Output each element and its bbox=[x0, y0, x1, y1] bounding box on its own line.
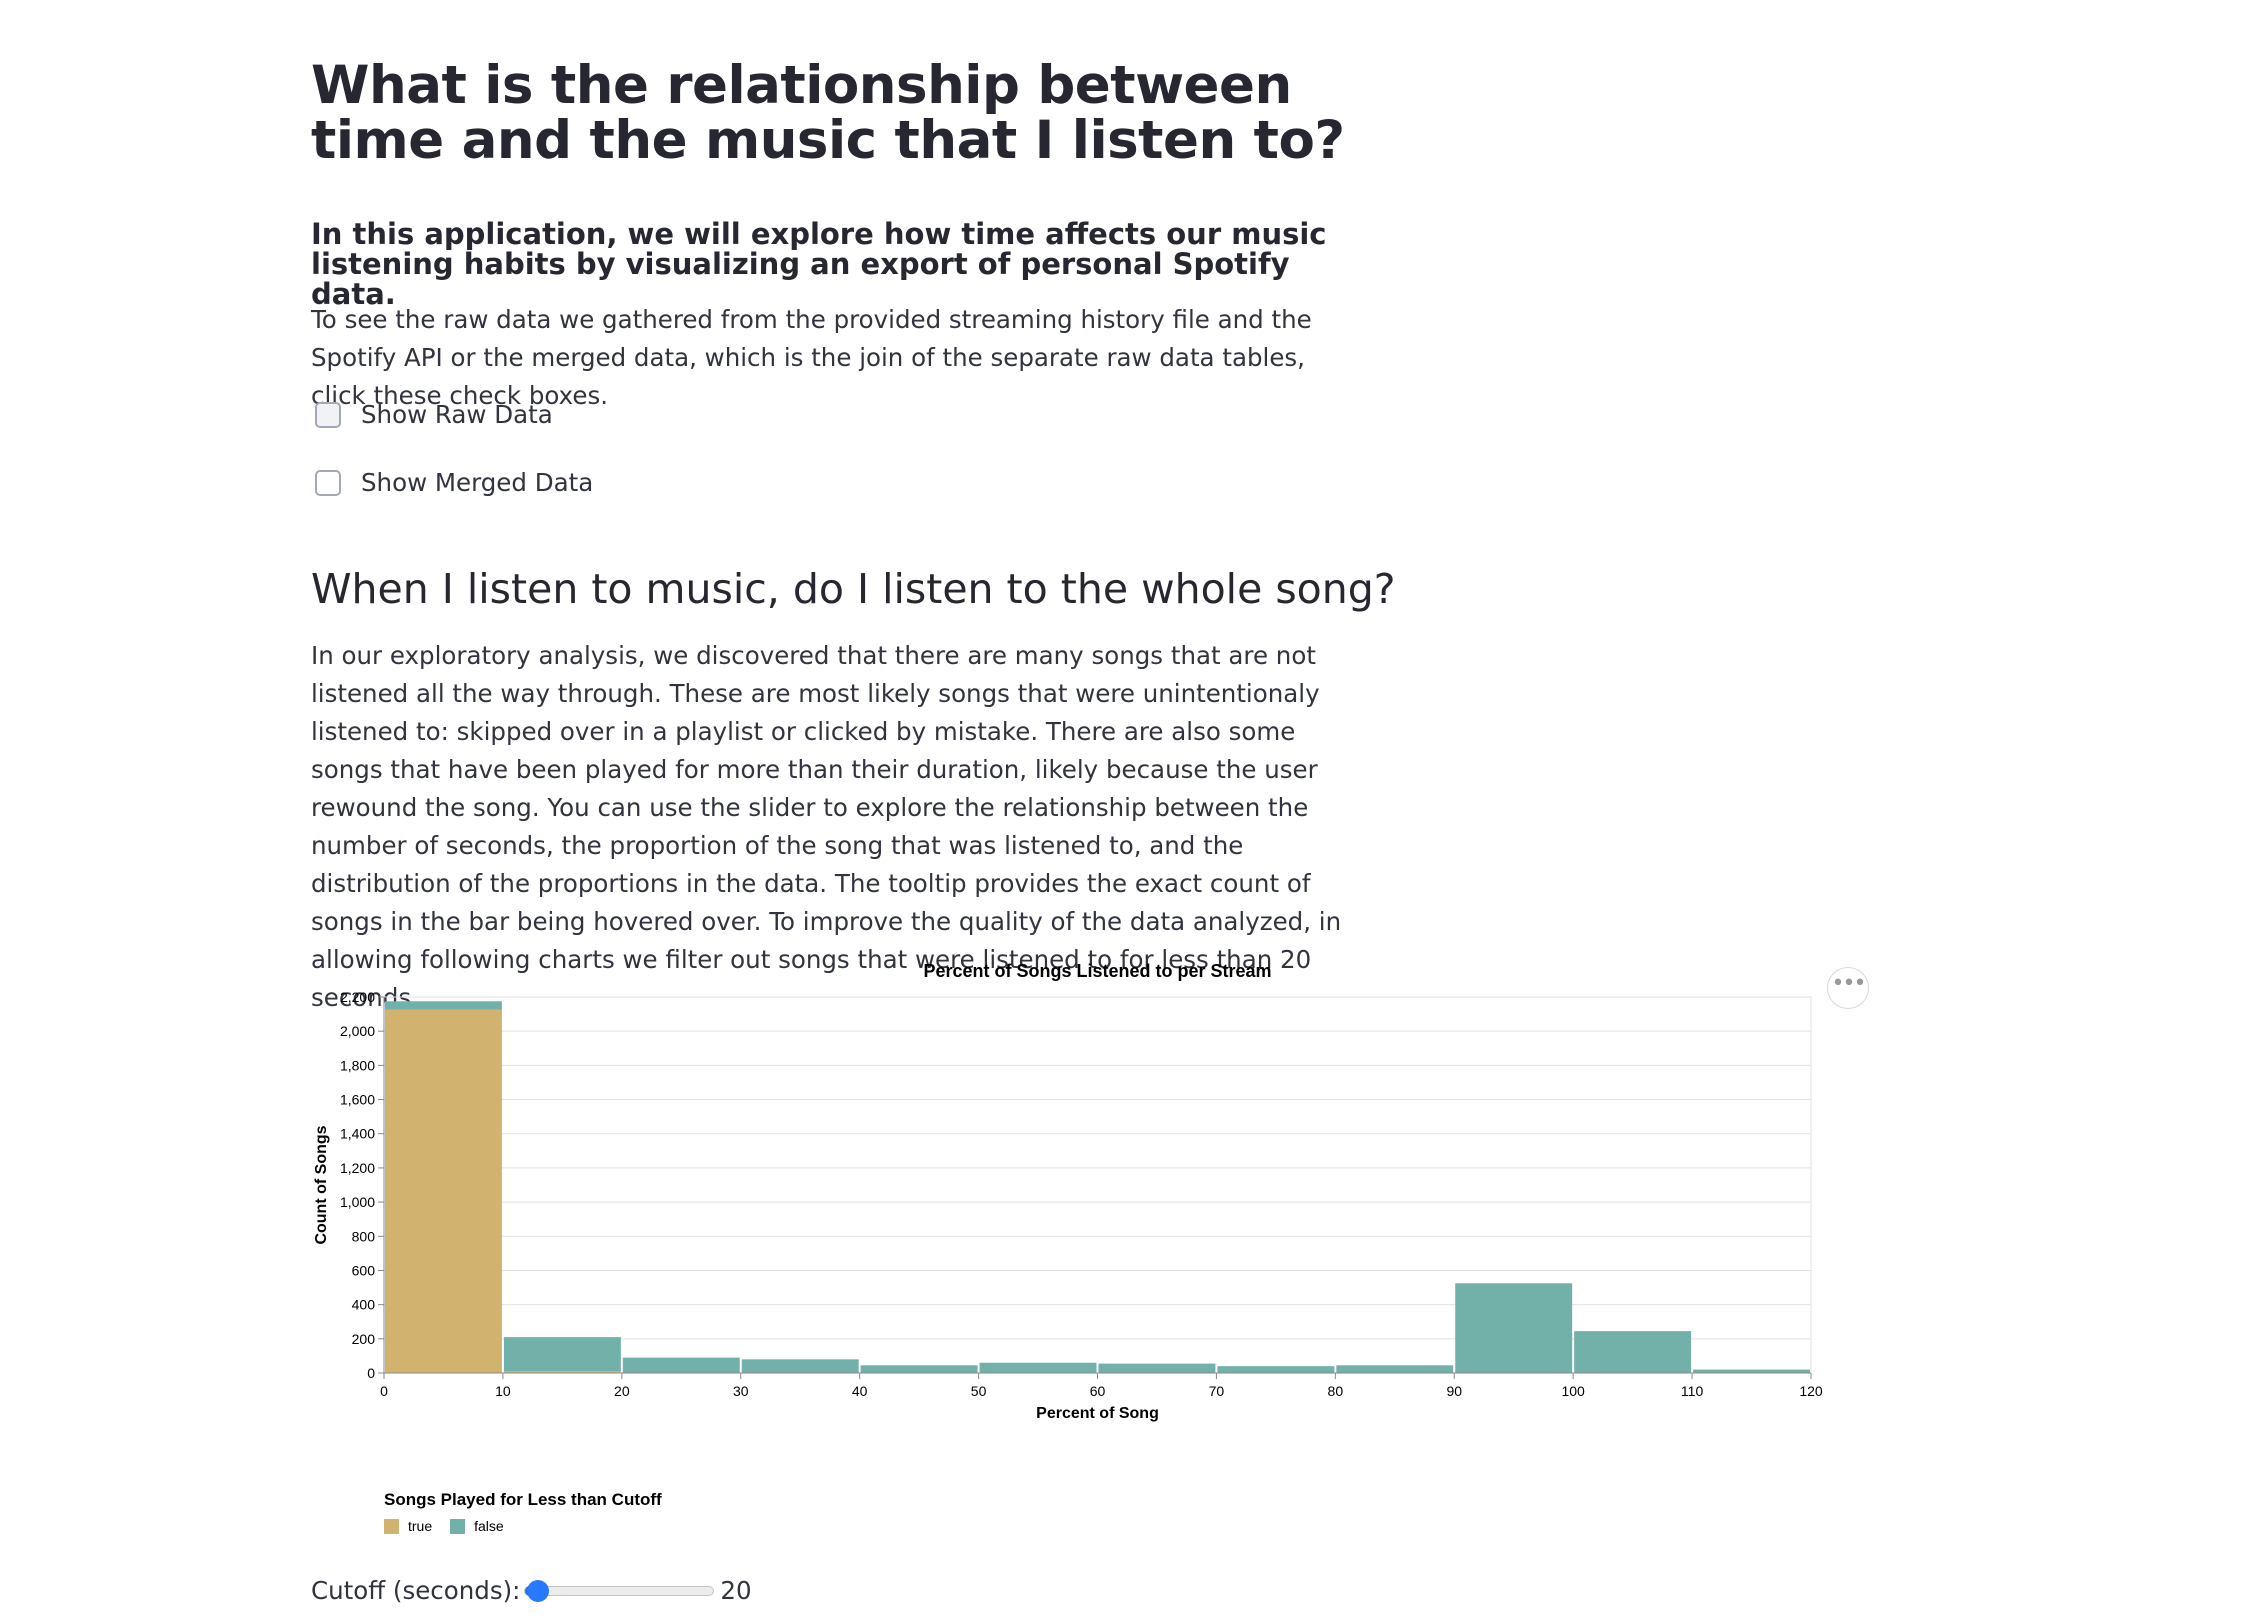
cutoff-slider-thumb[interactable] bbox=[527, 1579, 550, 1602]
chart-legend: Songs Played for Less than Cutoff true f… bbox=[384, 1490, 662, 1534]
bar-false-80-90[interactable] bbox=[1336, 1365, 1454, 1373]
x-tick-label: 70 bbox=[1209, 1383, 1225, 1399]
y-axis-label: Count of Songs bbox=[313, 1125, 330, 1244]
legend-label-false: false bbox=[474, 1518, 504, 1534]
bar-false-110-120[interactable] bbox=[1693, 1369, 1810, 1373]
x-tick-label: 60 bbox=[1090, 1383, 1106, 1399]
ellipsis-icon: ••• bbox=[1831, 971, 1867, 996]
bar-false-50-60[interactable] bbox=[979, 1362, 1097, 1373]
x-axis-label: Percent of Song bbox=[1036, 1405, 1159, 1422]
cutoff-slider-label: Cutoff (seconds): bbox=[311, 1576, 521, 1605]
legend-item-true[interactable]: true bbox=[384, 1518, 432, 1534]
y-tick-label: 1,200 bbox=[340, 1160, 375, 1176]
bar-false-40-50[interactable] bbox=[860, 1365, 978, 1373]
y-tick-label: 800 bbox=[352, 1228, 376, 1244]
y-tick-label: 1,800 bbox=[340, 1057, 375, 1073]
show-raw-data-label: Show Raw Data bbox=[361, 400, 553, 429]
section-heading: When I listen to music, do I listen to t… bbox=[311, 565, 1396, 613]
show-merged-data-checkbox-row[interactable]: Show Merged Data bbox=[315, 468, 593, 497]
x-tick-label: 50 bbox=[971, 1383, 987, 1399]
histogram-chart[interactable]: 02004006008001,0001,2001,4001,6001,8002,… bbox=[300, 955, 1880, 1555]
show-raw-data-checkbox[interactable] bbox=[315, 401, 341, 428]
y-tick-label: 2,200 bbox=[340, 989, 375, 1005]
chart-menu-button[interactable]: ••• bbox=[1827, 967, 1869, 1009]
y-tick-label: 600 bbox=[352, 1262, 376, 1278]
x-tick-label: 110 bbox=[1681, 1383, 1704, 1399]
cutoff-slider-row: Cutoff (seconds): 20 bbox=[311, 1576, 752, 1605]
show-merged-data-checkbox[interactable] bbox=[315, 469, 341, 496]
cutoff-slider-track[interactable] bbox=[524, 1579, 715, 1602]
page-title: What is the relationship between time an… bbox=[311, 55, 1345, 171]
section-paragraph: In our exploratory analysis, we discover… bbox=[311, 641, 1342, 1012]
bar-false-70-80[interactable] bbox=[1217, 1366, 1335, 1373]
y-tick-label: 400 bbox=[352, 1297, 376, 1313]
bar-true-10-20[interactable] bbox=[503, 1371, 621, 1373]
x-tick-label: 0 bbox=[380, 1383, 388, 1399]
x-tick-label: 90 bbox=[1446, 1383, 1462, 1399]
intro-paragraph: To see the raw data we gathered from the… bbox=[311, 305, 1312, 410]
legend-swatch-false bbox=[450, 1518, 466, 1534]
bar-false-20-30[interactable] bbox=[622, 1357, 740, 1373]
x-tick-label: 30 bbox=[733, 1383, 749, 1399]
y-tick-label: 200 bbox=[352, 1331, 376, 1347]
legend-swatch-true bbox=[384, 1518, 399, 1534]
show-raw-data-checkbox-row[interactable]: Show Raw Data bbox=[315, 400, 553, 429]
bar-false-30-40[interactable] bbox=[741, 1359, 859, 1373]
show-merged-data-label: Show Merged Data bbox=[361, 468, 594, 497]
legend-title: Songs Played for Less than Cutoff bbox=[384, 1490, 662, 1509]
x-tick-label: 80 bbox=[1328, 1383, 1344, 1399]
y-tick-label: 1,600 bbox=[340, 1092, 375, 1108]
bar-false-10-20[interactable] bbox=[503, 1337, 621, 1372]
legend-label-true: true bbox=[408, 1518, 433, 1534]
x-tick-label: 20 bbox=[614, 1383, 630, 1399]
y-tick-label: 1,400 bbox=[340, 1126, 375, 1142]
cutoff-slider-value: 20 bbox=[720, 1576, 752, 1605]
y-tick-label: 2,000 bbox=[340, 1023, 375, 1039]
legend-item-false[interactable]: false bbox=[450, 1518, 504, 1534]
bar-false-60-70[interactable] bbox=[1098, 1363, 1216, 1373]
bar-true-0-10[interactable] bbox=[385, 1009, 502, 1373]
bar-false-100-110[interactable] bbox=[1574, 1331, 1692, 1373]
y-tick-label: 0 bbox=[367, 1365, 375, 1381]
page-subtitle: In this application, we will explore how… bbox=[311, 217, 1327, 311]
y-tick-label: 1,000 bbox=[340, 1194, 375, 1210]
chart-title: Percent of Songs Listened to per Stream bbox=[923, 961, 1271, 981]
x-tick-label: 40 bbox=[852, 1383, 868, 1399]
x-tick-label: 120 bbox=[1799, 1383, 1823, 1399]
x-tick-label: 100 bbox=[1561, 1383, 1585, 1399]
bar-false-90-100[interactable] bbox=[1455, 1283, 1573, 1373]
bar-false-0-10[interactable] bbox=[385, 1001, 502, 1010]
x-tick-label: 10 bbox=[495, 1383, 511, 1399]
